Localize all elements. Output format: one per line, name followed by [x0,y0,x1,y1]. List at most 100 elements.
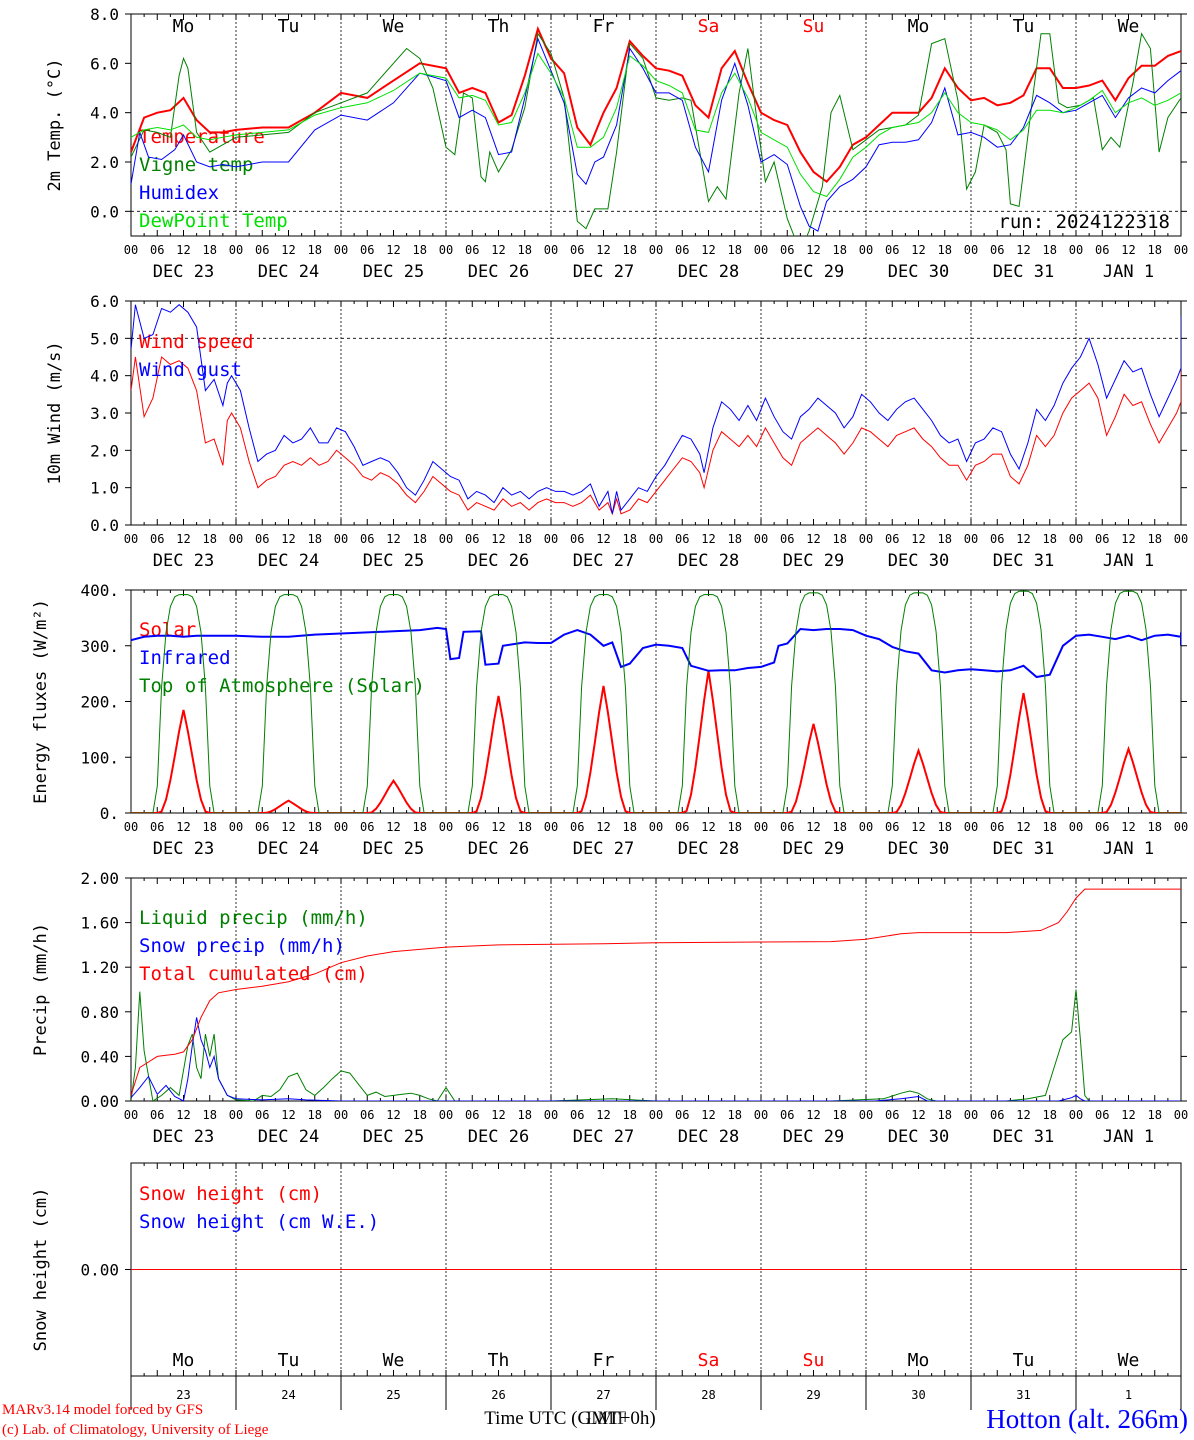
x-date-label: JAN 1 [1103,551,1154,571]
y-tick-label: 2.00 [80,869,119,888]
x-hour-label: 18 [203,1108,217,1122]
weekday-label-top: Sa [698,16,720,37]
legend-vigne-temp: Vigne temp [139,154,253,176]
time-axis-overlap: LMT [586,1408,627,1429]
day-number-label: 31 [1016,1388,1030,1402]
series-line-dewpoint-temp [131,52,1181,198]
x-date-label: DEC 25 [363,839,424,859]
x-hour-label: 06 [150,243,164,257]
legend-snow-precip-mm-h: Snow precip (mm/h) [139,935,345,957]
x-date-label: DEC 28 [678,1127,739,1147]
x-hour-label: 12 [176,820,190,834]
y-tick-label: 400. [80,581,119,600]
x-hour-label: 06 [465,1108,479,1122]
x-date-label: DEC 26 [468,551,529,571]
y-tick-label: 0.80 [80,1003,119,1022]
x-date-label: DEC 30 [888,262,949,282]
x-hour-label: 00 [964,820,978,834]
time-axis-label: Time UTC (GMT+0h) [484,1408,656,1429]
x-hour-label: 00 [1069,532,1083,546]
x-hour-label: 12 [491,532,505,546]
y-axis-label: Snow height (cm) [31,1188,51,1352]
weekday-label-bottom: Th [488,1350,510,1371]
x-date-label: DEC 26 [468,262,529,282]
y-tick-label: 1.20 [80,958,119,977]
x-date-label: JAN 1 [1103,262,1154,282]
x-hour-label: 18 [518,1108,532,1122]
y-tick-label: 2.0 [90,441,119,460]
x-hour-label: 00 [649,532,663,546]
x-hour-label: 18 [308,532,322,546]
x-hour-label: 00 [859,820,873,834]
x-hour-label: 06 [570,1108,584,1122]
x-date-label: DEC 23 [153,551,214,571]
x-hour-label: 00 [649,1108,663,1122]
x-date-label: DEC 25 [363,551,424,571]
x-hour-label: 18 [413,532,427,546]
x-hour-label: 12 [281,532,295,546]
station-name: Hotton (alt. 266m) [986,1404,1188,1434]
x-hour-label: 12 [1016,1108,1030,1122]
x-hour-label: 00 [649,820,663,834]
x-hour-label: 06 [570,532,584,546]
x-hour-label: 00 [754,243,768,257]
legend-total-cumulated-cm: Total cumulated (cm) [139,963,368,985]
x-hour-label: 12 [386,532,400,546]
x-hour-label: 12 [386,820,400,834]
series-line-humidex [131,37,1181,232]
x-date-label: DEC 29 [783,551,844,571]
x-hour-label: 06 [360,1108,374,1122]
x-hour-label: 12 [1121,243,1135,257]
x-hour-label: 00 [124,820,138,834]
x-hour-label: 18 [833,1108,847,1122]
x-hour-label: 18 [1043,532,1057,546]
x-hour-label: 00 [1069,820,1083,834]
weekday-label-top: Mo [908,16,930,37]
x-hour-label: 00 [334,532,348,546]
x-date-label: DEC 25 [363,262,424,282]
x-hour-label: 12 [701,820,715,834]
x-hour-label: 00 [544,532,558,546]
x-hour-label: 18 [938,243,952,257]
x-hour-label: 18 [413,243,427,257]
x-hour-label: 12 [491,243,505,257]
x-hour-label: 00 [334,820,348,834]
x-hour-label: 00 [1069,243,1083,257]
x-date-label: DEC 28 [678,839,739,859]
y-tick-label: 3.0 [90,404,119,423]
x-hour-label: 06 [150,1108,164,1122]
x-hour-label: 00 [334,1108,348,1122]
x-hour-label: 12 [176,243,190,257]
x-hour-label: 12 [281,243,295,257]
legend-snow-height-cm-w-e: Snow height (cm W.E.) [139,1211,379,1233]
weekday-label-bottom: Tu [1013,1350,1035,1371]
legend-liquid-precip-mm-h: Liquid precip (mm/h) [139,907,368,929]
y-tick-label: 2.0 [90,153,119,172]
x-hour-label: 12 [596,243,610,257]
panel-1: 00 06 12 18 00 06 12 18 00 06 12 18 00 06 12 18 00 06 12 18… [45,5,1188,282]
x-hour-label: 18 [203,532,217,546]
x-hour-label: 06 [885,243,899,257]
x-hour-label: 00 [439,1108,453,1122]
x-hour-label: 06 [465,532,479,546]
day-number-label: 23 [176,1388,190,1402]
x-hour-label: 12 [1121,532,1135,546]
x-hour-label: 06 [780,532,794,546]
x-hour-label: 06 [255,243,269,257]
x-hour-label: 06 [780,820,794,834]
weekday-label-bottom: Sa [698,1350,720,1371]
x-hour-label: 06 [1095,820,1109,834]
x-hour-label: 18 [623,1108,637,1122]
x-hour-label: 06 [570,820,584,834]
x-hour-label: 18 [623,243,637,257]
x-date-label: DEC 25 [363,1127,424,1147]
x-hour-label: 00 [229,820,243,834]
y-tick-label: 4.0 [90,367,119,386]
x-hour-label: 06 [150,820,164,834]
series-line-total-cumulated-cm [131,888,1181,1096]
legend-top-of-atmosphere-solar: Top of Atmosphere (Solar) [139,675,425,697]
panel-2: 00 06 12 18 00 06 12 18 00 06 12 18 00 06 12 18 00 06 12 18… [45,292,1188,571]
panel-4: 00 06 12 18 00 06 12 18 00 06 12 18 00 06 12 18 00 06 12 18… [31,869,1188,1147]
weekday-label-bottom: Fr [593,1350,615,1371]
x-hour-label: 18 [728,1108,742,1122]
